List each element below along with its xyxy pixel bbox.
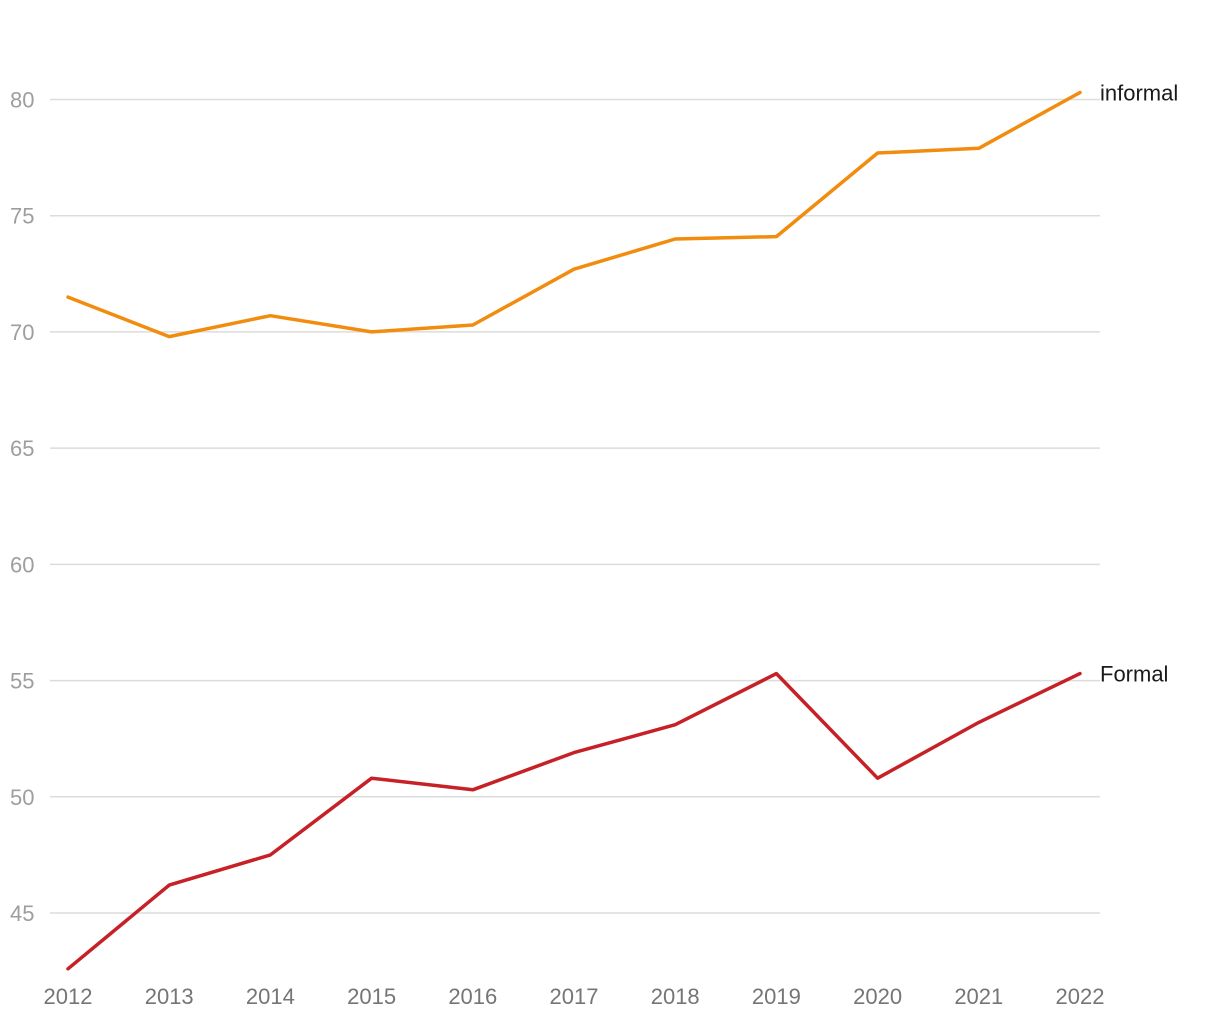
x-tick-label: 2018 bbox=[651, 984, 700, 1009]
series-line-formal bbox=[66, 671, 1082, 971]
x-tick-label: 2015 bbox=[347, 984, 396, 1009]
series-line-informal bbox=[66, 90, 1082, 339]
x-tick-label: 2020 bbox=[853, 984, 902, 1009]
x-tick-label: 2019 bbox=[752, 984, 801, 1009]
x-tick-label: 2016 bbox=[448, 984, 497, 1009]
x-tick-label: 2012 bbox=[44, 984, 93, 1009]
y-tick-label: 45 bbox=[10, 901, 34, 926]
series-label-informal: informal bbox=[1100, 81, 1178, 106]
y-axis-ticks: 45 50 55 60 65 70 75 80 bbox=[10, 88, 34, 927]
y-tick-label: 55 bbox=[10, 669, 34, 694]
y-tick-label: 70 bbox=[10, 320, 34, 345]
x-tick-label: 2014 bbox=[246, 984, 295, 1009]
y-tick-label: 50 bbox=[10, 785, 34, 810]
y-tick-label: 80 bbox=[10, 88, 34, 113]
y-tick-label: 65 bbox=[10, 436, 34, 461]
series-lines bbox=[66, 90, 1082, 971]
x-tick-label: 2021 bbox=[954, 984, 1003, 1009]
x-tick-label: 2013 bbox=[145, 984, 194, 1009]
series-label-formal: Formal bbox=[1100, 662, 1168, 687]
y-tick-label: 60 bbox=[10, 552, 34, 577]
x-axis-ticks: 2012 2013 2014 2015 2016 2017 2018 2019 2020 2021… bbox=[44, 984, 1105, 1009]
y-tick-label: 75 bbox=[10, 204, 34, 229]
gridlines bbox=[50, 98, 1100, 914]
series-labels: informal Formal bbox=[1100, 81, 1178, 687]
x-tick-label: 2022 bbox=[1056, 984, 1105, 1009]
x-tick-label: 2017 bbox=[550, 984, 599, 1009]
